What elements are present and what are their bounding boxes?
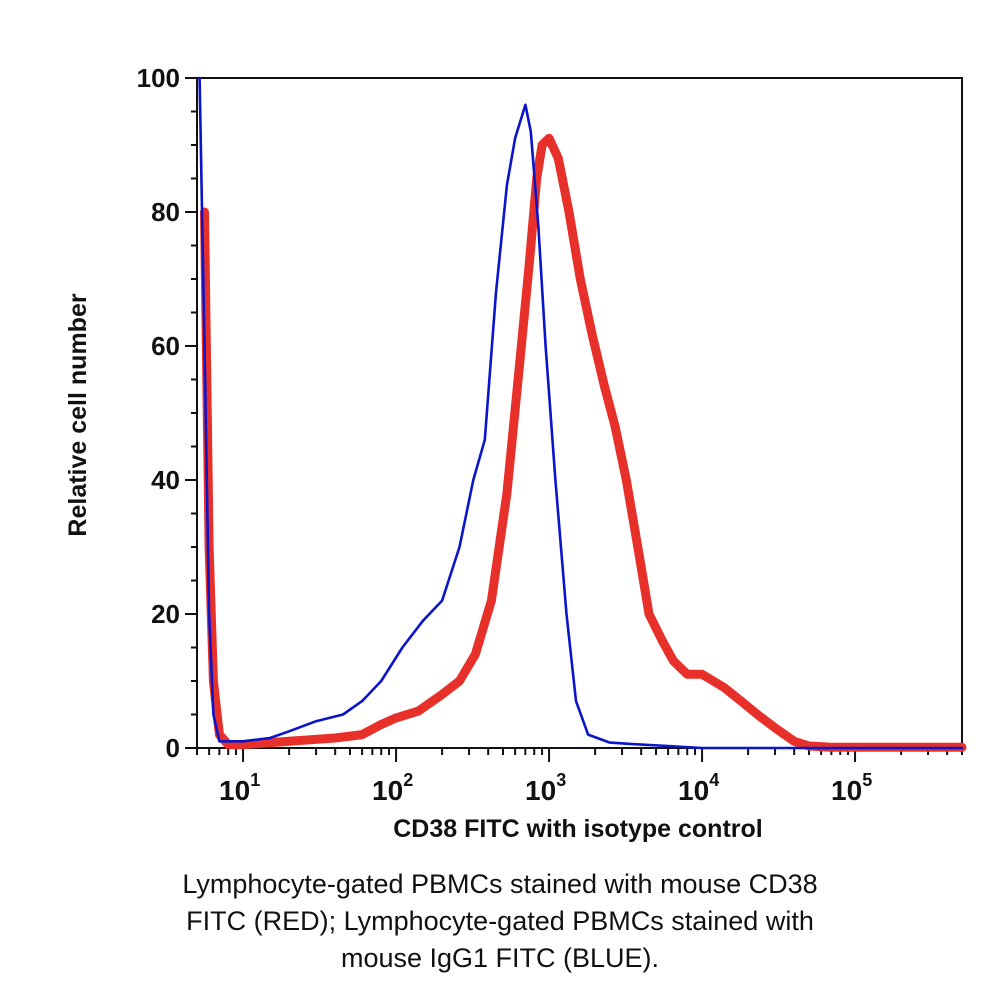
y-tick-label: 20	[151, 599, 180, 629]
x-tick-label: 101	[219, 770, 260, 806]
figure-caption: Lymphocyte-gated PBMCs stained with mous…	[20, 866, 980, 977]
y-tick-label: 40	[151, 465, 180, 495]
y-axis-label: Relative cell number	[64, 293, 92, 536]
series-isotype-blue-line	[198, 76, 964, 750]
y-tick-label: 60	[151, 331, 180, 361]
x-tick-label: 104	[678, 770, 719, 806]
y-tick-label: 80	[151, 197, 180, 227]
caption-line-1: Lymphocyte-gated PBMCs stained with mous…	[182, 869, 818, 899]
x-axis-label: CD38 FITC with isotype control	[393, 815, 762, 843]
series-cd38-red-line	[200, 133, 967, 752]
caption-line-3: mouse IgG1 FITC (BLUE).	[340, 943, 660, 973]
y-tick-label: 0	[166, 733, 180, 763]
histogram-chart: 0 20 40 60 80 100 101 102 103 104 105 Relative ce…	[64, 63, 967, 843]
y-tick-label: 100	[137, 63, 180, 93]
plot-frame	[196, 77, 963, 749]
x-tick-label: 102	[372, 770, 413, 806]
plot-border	[196, 77, 963, 749]
y-axis-ticks: 0 20 40 60 80 100	[137, 63, 197, 763]
x-tick-label: 105	[831, 770, 872, 806]
series-layer	[198, 76, 967, 752]
caption-line-2: FITC (RED); Lymphocyte-gated PBMCs stain…	[186, 906, 814, 936]
x-tick-label: 103	[525, 770, 566, 806]
x-axis-ticks: 101 102 103 104 105	[196, 748, 963, 806]
